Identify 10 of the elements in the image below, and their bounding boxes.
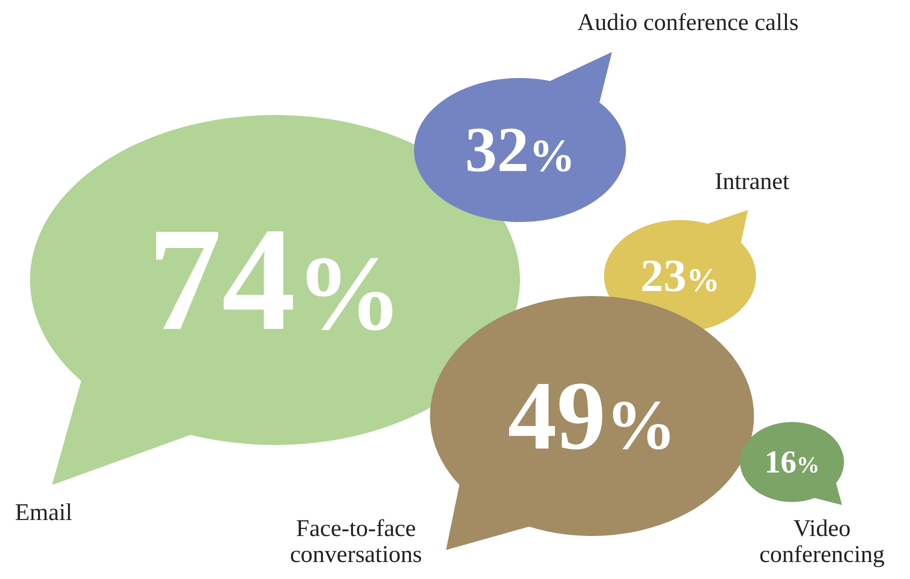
category-label: Audio conference calls [577,10,799,36]
category-label: Intranet [714,169,790,195]
data-label: 23% [640,250,720,302]
data-label: 16% [764,444,820,480]
data-label: 49% [508,362,676,470]
category-label: Email [15,500,73,526]
data-label: 32% [464,114,576,186]
category-label: Face-to-face conversations [290,516,422,568]
data-label: 74% [148,198,402,362]
category-label: Video conferencing [759,516,885,568]
